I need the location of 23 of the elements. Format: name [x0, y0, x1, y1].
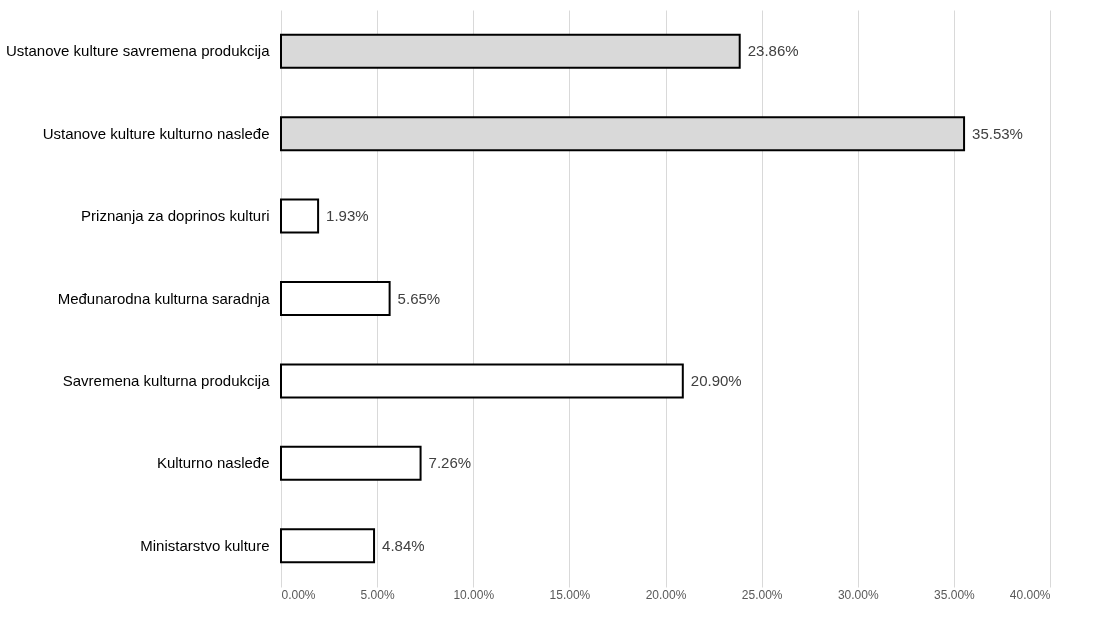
x-tick-label: 15.00%	[549, 587, 591, 602]
x-tick-label: 0.00%	[281, 587, 316, 602]
x-tick-label: 25.00%	[741, 587, 783, 602]
x-tick-label: 20.00%	[645, 587, 687, 602]
data-label: 35.53%	[972, 124, 1023, 142]
data-label: 4.84%	[382, 536, 425, 554]
y-tick-label: Ministarstvo kulture	[140, 536, 270, 554]
y-tick-label: Kulturno nasleđe	[156, 454, 270, 472]
data-label: 23.86%	[747, 42, 799, 60]
y-tick-label: Savremena kulturna produkcija	[62, 371, 271, 389]
y-tick-label: Ustanove kulture kulturno nasleđe	[42, 124, 270, 142]
x-tick-label: 30.00%	[837, 587, 879, 602]
data-label: 1.93%	[326, 207, 369, 225]
x-tick-label: 10.00%	[453, 587, 495, 602]
data-label: 5.65%	[397, 289, 441, 307]
x-tick-label: 40.00%	[1009, 587, 1051, 602]
y-tick-label: Ustanove kulture savremena produkcija	[6, 42, 271, 60]
y-tick-label: Priznanja za doprinos kulturi	[81, 207, 270, 225]
x-tick-label: 5.00%	[360, 587, 395, 602]
y-tick-label: Međunarodna kulturna saradnja	[57, 289, 271, 307]
data-label: 20.90%	[690, 371, 742, 389]
x-tick-label: 35.00%	[934, 587, 976, 602]
data-label: 7.26%	[428, 454, 472, 472]
